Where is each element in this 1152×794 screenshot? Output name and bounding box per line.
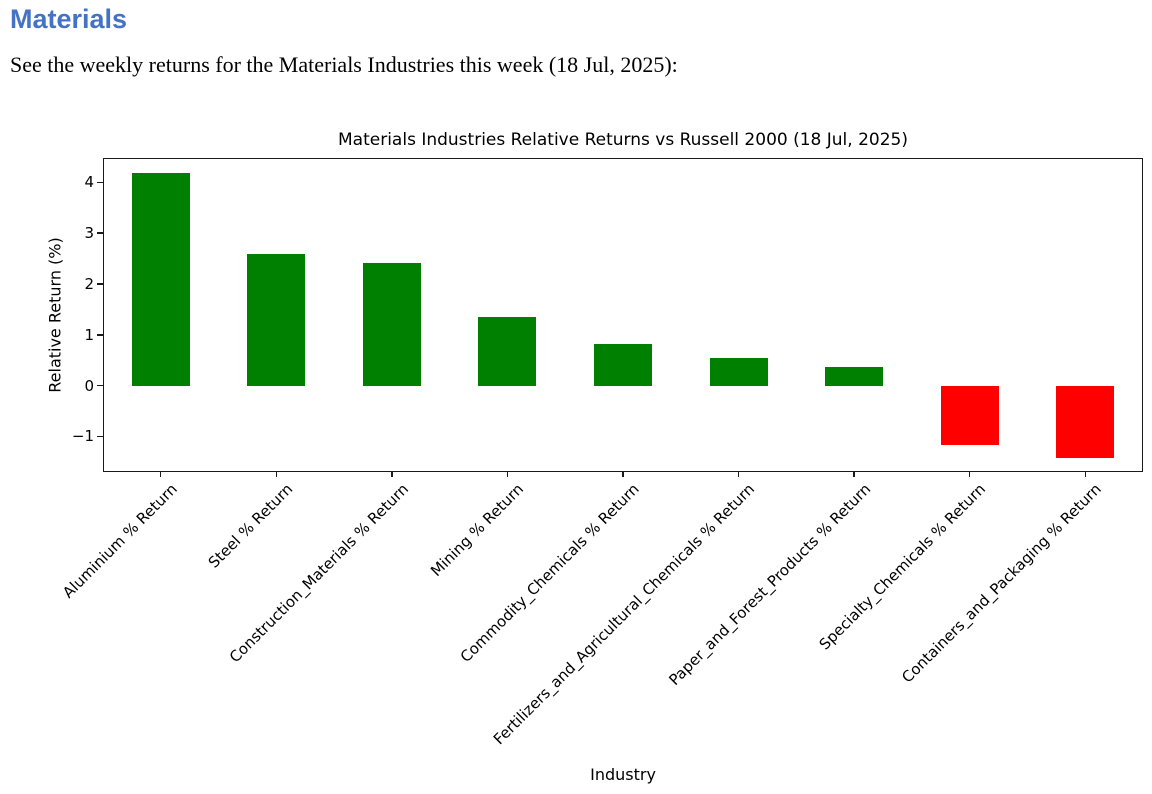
y-tick-label: 0 bbox=[84, 376, 94, 395]
y-tick-mark bbox=[97, 181, 103, 184]
x-tick-mark bbox=[1084, 472, 1086, 477]
x-tick-label: Steel % Return bbox=[204, 480, 297, 572]
y-tick-mark bbox=[97, 384, 103, 387]
x-tick-label: Fertilizers_and_Agricultural_Chemicals %… bbox=[490, 480, 759, 749]
bar bbox=[825, 366, 884, 386]
x-tick-label: Mining % Return bbox=[427, 480, 528, 580]
x-tick-mark bbox=[968, 472, 971, 477]
bar bbox=[478, 317, 537, 386]
y-tick-label: 2 bbox=[84, 275, 94, 293]
y-tick-label: −1 bbox=[71, 427, 94, 446]
bar bbox=[131, 173, 190, 386]
bar bbox=[247, 253, 306, 386]
y-tick-mark bbox=[97, 232, 103, 234]
intro-text: See the weekly returns for the Materials… bbox=[10, 52, 678, 77]
x-tick-mark bbox=[737, 472, 740, 477]
bar bbox=[594, 343, 652, 386]
page-title: Materials bbox=[10, 4, 128, 34]
x-axis-label: Industry bbox=[590, 765, 656, 784]
y-tick-mark bbox=[97, 435, 103, 438]
bar bbox=[1056, 385, 1115, 459]
x-tick-label: Paper_and_Forest_Products % Return bbox=[664, 480, 874, 690]
x-tick-mark bbox=[275, 472, 278, 477]
y-tick-label: 3 bbox=[84, 224, 94, 243]
bar bbox=[709, 357, 768, 386]
chart-title: Materials Industries Relative Returns vs… bbox=[338, 130, 908, 150]
x-tick-label: Containers_and_Packaging % Return bbox=[898, 480, 1105, 687]
y-tick-label: 4 bbox=[84, 173, 94, 192]
y-axis-label: Relative Return (%) bbox=[45, 237, 65, 393]
x-tick-label: Aluminium % Return bbox=[58, 480, 181, 602]
x-tick-label: Construction_Materials % Return bbox=[225, 480, 412, 667]
y-tick-mark bbox=[97, 334, 103, 336]
x-tick-mark bbox=[160, 472, 162, 477]
bar bbox=[362, 263, 421, 386]
y-tick-mark bbox=[97, 283, 103, 285]
bar bbox=[940, 385, 999, 446]
x-tick-mark bbox=[506, 472, 509, 477]
y-tick-label: 1 bbox=[84, 325, 94, 344]
x-tick-mark bbox=[622, 472, 624, 477]
x-tick-mark bbox=[391, 472, 393, 477]
x-tick-mark bbox=[853, 472, 855, 477]
